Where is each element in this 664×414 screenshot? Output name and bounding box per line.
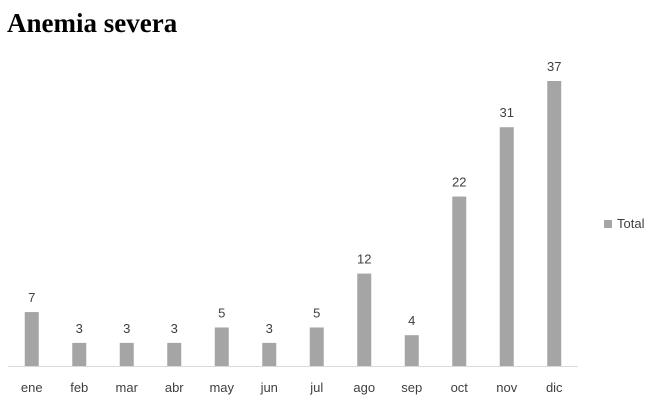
bar-oct [452, 196, 467, 366]
bar-abr [167, 342, 182, 366]
legend-label: Total [617, 216, 645, 231]
bars-group [24, 81, 562, 366]
data-label-feb: 3 [76, 321, 83, 336]
x-tick-label-abr: abr [165, 380, 184, 395]
bar-jun [262, 342, 277, 366]
x-tick-label-nov: nov [496, 380, 517, 395]
x-tick-label-dic: dic [546, 380, 563, 395]
x-tick-label-ene: ene [21, 380, 43, 395]
bar-feb [72, 342, 87, 366]
x-tick-label-sep: sep [401, 380, 422, 395]
bar-ago [357, 273, 372, 366]
x-tick-labels-group: ene feb mar abr may jun jul ago sep oct nov dic [21, 380, 563, 395]
chart-title: Anemia severa [7, 8, 178, 38]
data-label-jul: 5 [313, 305, 320, 320]
data-labels-group: 7 3 3 3 5 3 5 12 4 22 31 37 [28, 59, 561, 336]
bar-jul [309, 327, 324, 366]
data-label-oct: 22 [452, 175, 466, 190]
data-label-dic: 37 [547, 59, 561, 74]
data-label-mar: 3 [123, 321, 130, 336]
legend: Total [604, 216, 644, 231]
bar-may [214, 327, 229, 366]
data-label-abr: 3 [171, 321, 178, 336]
data-label-nov: 31 [500, 105, 514, 120]
bar-nov [499, 127, 514, 366]
x-tick-label-feb: feb [70, 380, 88, 395]
x-tick-label-ago: ago [353, 380, 375, 395]
bar-sep [404, 335, 419, 366]
data-label-may: 5 [218, 305, 225, 320]
data-label-sep: 4 [408, 313, 415, 328]
data-label-ene: 7 [28, 290, 35, 305]
data-label-ago: 12 [357, 252, 371, 267]
x-tick-label-jun: jun [260, 380, 278, 395]
legend-swatch [604, 219, 612, 228]
bar-dic [547, 81, 562, 366]
x-tick-label-oct: oct [451, 380, 469, 395]
bar-ene [24, 312, 39, 366]
x-tick-label-mar: mar [116, 380, 139, 395]
x-tick-label-jul: jul [309, 380, 323, 395]
x-tick-label-may: may [209, 380, 234, 395]
data-label-jun: 3 [266, 321, 273, 336]
bar-mar [119, 342, 134, 366]
